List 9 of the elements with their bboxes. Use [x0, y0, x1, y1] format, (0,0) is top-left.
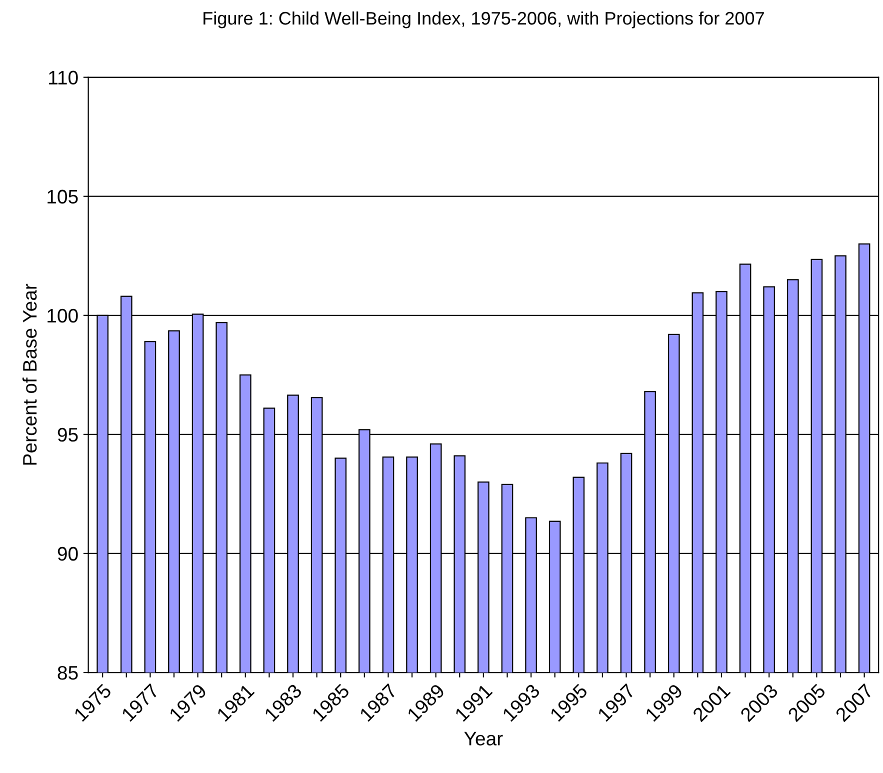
y-axis-title: Percent of Base Year [22, 284, 37, 465]
y-tick-label: 110 [49, 70, 78, 85]
y-tick-label: 90 [58, 546, 78, 561]
y-tick-label: 100 [48, 308, 78, 323]
chart-title: Figure 1: Child Well-Being Index, 1975-2006, with Projections for 2007 [204, 11, 764, 28]
y-tick-label: 95 [58, 428, 78, 442]
x-axis-title: Year [464, 732, 503, 746]
y-tick-label: 105 [48, 190, 78, 204]
y-tick-label: 85 [58, 666, 78, 680]
